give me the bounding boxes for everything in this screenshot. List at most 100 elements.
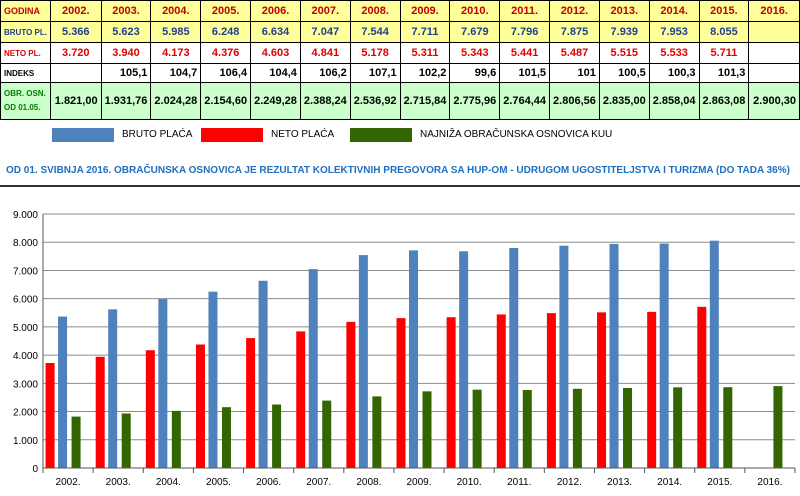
x-tick-label: 2010. [457, 477, 482, 488]
bar-bruto [258, 280, 268, 468]
table-cell: 7.875 [549, 21, 600, 43]
table-cell: 4.173 [150, 42, 202, 64]
x-tick-label: 2016. [757, 477, 782, 488]
bar-osnovica [572, 388, 582, 468]
bar-osnovica [623, 387, 633, 468]
bar-neto [597, 312, 607, 468]
table-cell: 2005. [200, 0, 252, 22]
table-cell: 2.249,28 [250, 82, 301, 120]
table-cell: 2012. [549, 0, 600, 22]
table-cell: 7.711 [399, 21, 451, 43]
y-tick-label: 1.000 [13, 436, 38, 447]
legend-item-neto: NETO PLAĆA [201, 128, 401, 142]
table-cell: 2004. [150, 0, 202, 22]
table-cell: 7.939 [598, 21, 650, 43]
table-cell: 100,3 [648, 63, 700, 83]
table-cell: 6.248 [200, 21, 252, 43]
table-cell: 2014. [648, 0, 700, 22]
table-cell: 5.366 [49, 21, 102, 43]
table-cell: 5.343 [449, 42, 501, 64]
legend-label-neto: NETO PLAĆA [271, 129, 335, 140]
bar-osnovica [71, 416, 81, 468]
bar-osnovica [121, 413, 131, 468]
bar-neto [296, 331, 306, 468]
bar-neto [647, 311, 657, 468]
table-cell: 105,1 [100, 63, 152, 83]
y-tick-label: 0 [32, 464, 38, 475]
y-tick-label: 7.000 [13, 266, 38, 277]
x-tick-label: 2005. [206, 477, 231, 488]
table-cell: 5.533 [648, 42, 700, 64]
table-cell [748, 42, 800, 64]
row-label: BRUTO PL. [0, 21, 51, 43]
table-cell: 104,7 [150, 63, 202, 83]
neto-row: NETO PL. 3.720 3.940 4.173 4.376 4.603 4.841 5.… [0, 42, 800, 64]
table-cell: 99,6 [449, 63, 501, 83]
table-cell: 2.764,44 [499, 82, 551, 120]
bar-bruto [358, 255, 368, 468]
x-tick-label: 2014. [657, 477, 682, 488]
table-cell: 5.311 [399, 42, 451, 64]
bar-neto [446, 317, 456, 468]
table-cell: 5.711 [698, 42, 750, 64]
table-cell: 101,5 [499, 63, 551, 83]
y-tick-label: 2.000 [13, 408, 38, 419]
table-cell: 4.376 [200, 42, 252, 64]
legend-label-osnovica: NAJNIŽA OBRAČUNSKA OSNOVICA KUU [420, 129, 613, 140]
table-cell: 5.623 [100, 21, 152, 43]
y-tick-label: 4.000 [13, 351, 38, 362]
bar-osnovica [221, 407, 231, 468]
row-label: INDEKS [0, 63, 51, 83]
bar-osnovica [673, 387, 683, 468]
bar-osnovica [472, 389, 482, 468]
bar-osnovica [272, 404, 282, 468]
bar-neto [697, 306, 707, 468]
bar-neto [95, 356, 105, 468]
bar-chart: 0 1.000 2.000 3.000 4.000 5.000 6.000 7.000 8.00… [13, 210, 796, 488]
row-label: GODINA [0, 0, 51, 22]
bar-bruto [459, 251, 469, 468]
legend-swatch-neto [201, 128, 263, 142]
table-cell: 5.487 [549, 42, 600, 64]
table-cell [49, 63, 102, 83]
table-cell: 106,2 [299, 63, 351, 83]
legend-item-osnovica: NAJNIŽA OBRAČUNSKA OSNOVICA KUU [350, 128, 670, 142]
bar-neto [546, 313, 556, 468]
data-table: GODINA 2002. 2003. 2004. 2005. 2006. 2007. 2008… [0, 0, 800, 120]
table-cell: 106,4 [200, 63, 252, 83]
table-cell: 8.055 [698, 21, 750, 43]
table-cell: 2006. [250, 0, 301, 22]
bar-bruto [158, 299, 168, 468]
table-cell: 2003. [100, 0, 152, 22]
x-tick-label: 2008. [356, 477, 381, 488]
x-tick-label: 2013. [607, 477, 632, 488]
table-cell: 7.544 [349, 21, 401, 43]
bar-osnovica [522, 389, 532, 468]
bar-bruto [609, 243, 619, 468]
y-tick-label: 8.000 [13, 238, 38, 249]
x-tick-label: 2011. [507, 477, 531, 488]
table-cell: 2.858,04 [648, 82, 700, 120]
table-cell: 2.806,56 [549, 82, 600, 120]
table-cell: 2008. [349, 0, 401, 22]
table-cell: 6.634 [250, 21, 301, 43]
table-cell: 1.821,00 [49, 82, 102, 120]
bar-bruto [409, 250, 418, 468]
year-row: GODINA 2002. 2003. 2004. 2005. 2006. 2007. 2008… [0, 0, 800, 22]
bar-osnovica [322, 400, 332, 468]
table-cell: 4.841 [299, 42, 351, 64]
y-tick-label: 3.000 [13, 379, 38, 390]
table-cell: 3.940 [100, 42, 152, 64]
separator-line [0, 185, 800, 187]
table-cell: 2009. [399, 0, 451, 22]
legend-label-bruto: BRUTO PLAĆA [122, 129, 193, 140]
table-cell: 104,4 [250, 63, 301, 83]
table-cell: 2.024,28 [150, 82, 202, 120]
legend-swatch-bruto [52, 128, 114, 142]
table-cell: 2010. [449, 0, 501, 22]
bar-neto [45, 363, 55, 468]
bar-bruto [108, 309, 118, 468]
bar-bruto [709, 240, 719, 468]
table-cell: 2015. [698, 0, 750, 22]
table-cell: 102,2 [399, 63, 451, 83]
